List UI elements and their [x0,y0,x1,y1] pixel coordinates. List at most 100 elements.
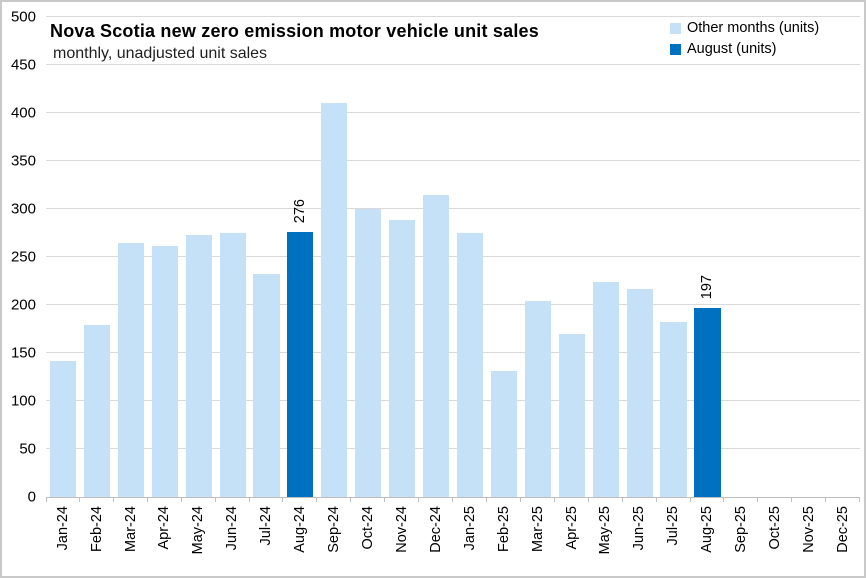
gridline-50 [46,448,860,449]
x-tick-label-Feb-24: Feb-24 [88,506,105,552]
legend: Other months (units) August (units) [670,20,819,57]
bar-slot-May-25 [589,17,623,497]
x-slot-Sep-25: Sep-25 [724,497,759,575]
y-tick-label-150: 150 [10,344,36,362]
bar-slot-May-24 [182,17,216,497]
x-tick-label-Jul-25: Jul-25 [665,506,682,546]
bar-May-24 [185,234,212,497]
bar-slot-Jul-25 [657,17,691,497]
x-slot-Aug-24: Aug-24 [283,497,318,575]
bar-slot-Oct-24 [351,17,385,497]
gridline-250 [46,256,860,257]
x-slot-Oct-25: Oct-25 [758,497,793,575]
bar-slot-Jan-24 [46,17,80,497]
gridline-400 [46,112,860,113]
chart-title: Nova Scotia new zero emission motor vehi… [50,21,539,41]
x-tick-label-Dec-24: Dec-24 [427,506,444,553]
x-tick-label-Jun-24: Jun-24 [224,506,241,551]
x-tick-label-Jul-24: Jul-24 [258,506,275,546]
bar-series: 276 197 [46,17,860,497]
x-slot-Jul-24: Jul-24 [250,497,284,575]
bar-Jan-25 [456,233,484,497]
bar-Mar-25 [524,301,551,497]
x-tick-label-Sep-25: Sep-25 [733,506,750,553]
x-tick-label-Nov-24: Nov-24 [393,506,410,553]
x-tick [825,497,827,502]
x-tick-label-Jan-25: Jan-25 [461,506,478,551]
x-tick [180,497,182,502]
legend-label-august: August (units) [687,41,777,57]
legend-swatch-august-icon [670,43,681,55]
bar-slot-Mar-25 [521,17,555,497]
bar-Jul-24 [253,274,280,497]
gridline-500 [46,16,860,17]
x-tick-label-Dec-25: Dec-25 [834,506,851,553]
bar-slot-Dec-25 [826,17,860,497]
bar-Aug-25 [694,307,721,497]
x-tick-label-Apr-24: Apr-24 [156,506,173,550]
bar-slot-Nov-25 [792,17,826,497]
bar-Feb-24 [83,325,110,497]
legend-item-august: August (units) [670,41,819,57]
x-slot-Sep-24: Sep-24 [317,497,352,575]
x-slot-Oct-24: Oct-24 [351,497,386,575]
y-tick-label-450: 450 [10,56,36,74]
bar-Jul-25 [660,322,687,497]
x-tick [757,497,759,502]
gridline-300 [46,208,860,209]
bar-slot-Aug-24: 276 [283,17,317,497]
x-tick [146,497,148,502]
x-slot-Dec-24: Dec-24 [419,497,454,575]
bar-slot-Apr-24 [148,17,182,497]
bar-Jun-25 [626,288,653,497]
chart-subtitle: monthly, unadjusted unit sales [53,45,268,62]
x-tick [689,497,691,502]
x-slot-Jan-24: Jan-24 [46,497,80,575]
bar-Aug-24 [287,232,314,497]
x-tick [859,497,861,502]
bar-slot-Mar-24 [114,17,148,497]
bar-slot-Sep-25 [724,17,758,497]
bar-slot-Feb-25 [487,17,521,497]
x-tick [78,497,80,502]
x-tick-label-May-25: May-25 [597,506,614,555]
bar-slot-Aug-25: 197 [691,17,725,497]
y-tick-label-300: 300 [10,200,36,218]
bar-slot-Jul-24 [250,17,284,497]
x-slot-Jun-25: Jun-25 [623,497,657,575]
bar-slot-Feb-24 [80,17,114,497]
legend-item-other-months: Other months (units) [670,20,819,36]
bar-Jun-24 [219,233,246,497]
x-slot-May-25: May-25 [589,497,623,575]
bar-Dec-24 [423,194,450,497]
x-tick-label-Nov-25: Nov-25 [800,506,817,553]
x-tick [350,497,352,502]
y-tick-label-400: 400 [10,104,36,122]
x-tick [214,497,216,502]
y-axis: 0 50 100 150 200 250 300 350 400 450 500 [2,10,36,505]
data-label-Aug-25: 197 [699,274,716,299]
legend-label-other-months: Other months (units) [687,20,820,36]
bar-Mar-24 [117,242,144,497]
x-slot-Nov-25: Nov-25 [792,497,827,575]
bar-slot-Jun-24 [216,17,250,497]
bar-slot-Nov-24 [385,17,419,497]
bar-slot-Jan-25 [453,17,487,497]
x-slot-Apr-24: Apr-24 [148,497,182,575]
x-tick [418,497,420,502]
x-slot-Jan-25: Jan-25 [453,497,487,575]
y-tick-label-50: 50 [19,440,36,458]
y-tick-label-250: 250 [10,248,36,266]
gridline-350 [46,160,860,161]
bar-slot-Jun-25 [623,17,657,497]
bar-Apr-25 [558,333,585,497]
x-tick [791,497,793,502]
x-tick-label-Mar-25: Mar-25 [529,506,546,552]
x-tick [112,497,114,502]
y-tick-label-100: 100 [10,392,36,410]
x-tick-label-Jun-25: Jun-25 [631,506,648,551]
x-tick-label-Jan-24: Jan-24 [54,506,71,551]
gridline-150 [46,352,860,353]
x-tick-label-Oct-24: Oct-24 [360,506,376,550]
